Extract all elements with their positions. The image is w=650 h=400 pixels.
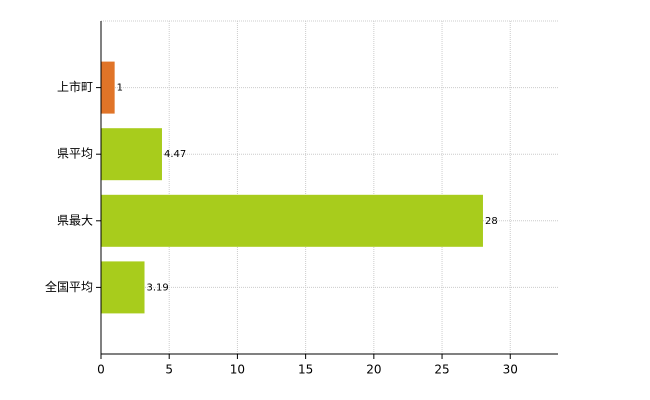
y-tick-label: 上市町 — [57, 79, 93, 94]
bar — [101, 61, 115, 114]
x-tick-label: 25 — [434, 363, 449, 377]
value-label: 3.19 — [147, 282, 169, 293]
y-tick-label: 県最大 — [57, 213, 93, 227]
value-label: 1 — [117, 83, 123, 94]
x-tick-label: 10 — [230, 363, 245, 377]
x-tick-label: 30 — [503, 363, 518, 377]
value-label: 28 — [485, 216, 498, 227]
bar — [101, 194, 483, 247]
x-tick-label: 20 — [366, 363, 381, 377]
x-tick-label: 0 — [97, 363, 105, 377]
x-tick-label: 5 — [165, 363, 173, 377]
y-tick-label: 全国平均 — [45, 279, 93, 294]
x-tick-label: 15 — [298, 363, 313, 377]
value-label: 4.47 — [164, 149, 186, 160]
bar — [101, 261, 145, 314]
bar — [101, 128, 162, 181]
y-tick-label: 県平均 — [57, 147, 93, 161]
